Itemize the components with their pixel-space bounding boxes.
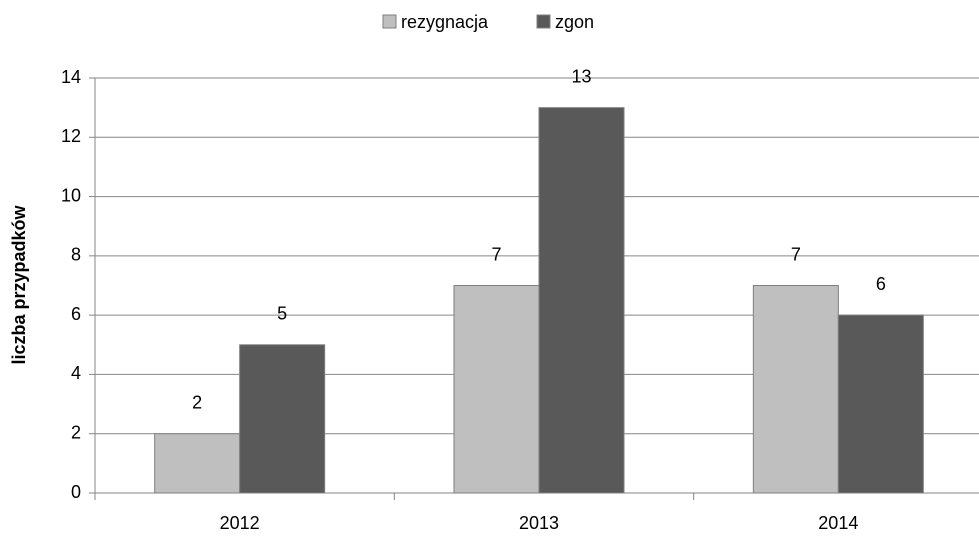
x-tick-label: 2013 (519, 513, 559, 533)
y-tick-label: 6 (71, 304, 81, 324)
legend-label: zgon (555, 12, 594, 32)
bar (538, 107, 625, 494)
data-label: 7 (791, 244, 801, 264)
data-label: 13 (571, 66, 591, 86)
legend-label: rezygnacja (401, 12, 489, 32)
x-tick-label: 2012 (220, 513, 260, 533)
y-tick-label: 4 (71, 363, 81, 383)
x-tick-label: 2014 (818, 513, 858, 533)
bar (752, 285, 839, 494)
y-tick-label: 2 (71, 422, 81, 442)
y-tick-label: 10 (61, 185, 81, 205)
y-tick-label: 14 (61, 67, 81, 87)
data-label: 2 (192, 392, 202, 412)
y-tick-label: 8 (71, 245, 81, 265)
data-label: 5 (277, 304, 287, 324)
legend-swatch (382, 14, 397, 29)
y-tick-label: 0 (71, 482, 81, 502)
data-label: 7 (491, 244, 501, 264)
y-axis-label: liczba przypadków (9, 204, 29, 364)
bar (837, 314, 924, 494)
bar (154, 433, 241, 494)
bar (453, 285, 540, 494)
y-tick-label: 12 (61, 126, 81, 146)
legend-swatch (536, 14, 551, 29)
bar (239, 344, 326, 494)
data-label: 6 (876, 274, 886, 294)
